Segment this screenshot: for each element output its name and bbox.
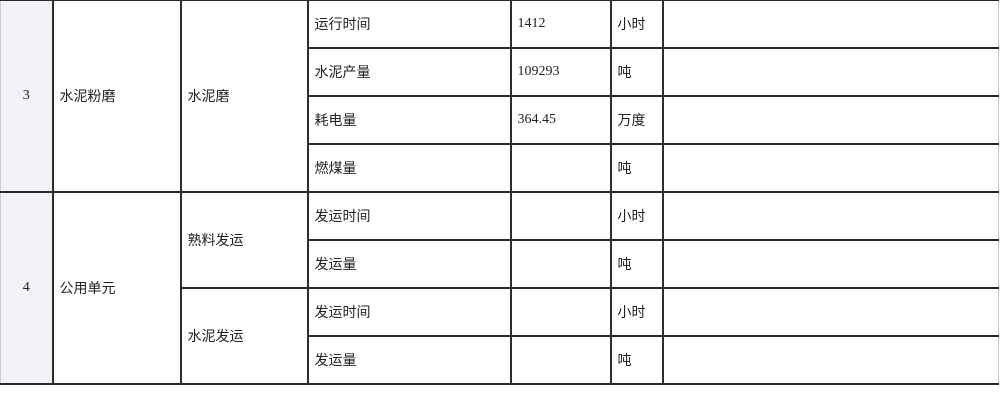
data-table: 3 水泥粉磨 水泥磨 运行时间 1412 小时 水泥产量 109293 吨 耗电… <box>0 0 999 385</box>
item-unit: 小时 <box>609 0 664 49</box>
item-unit: 吨 <box>609 335 664 385</box>
item-unit: 小时 <box>609 287 664 337</box>
item-note <box>661 95 999 145</box>
table-row: 发运量 吨 <box>1 335 999 385</box>
item-unit: 吨 <box>609 143 664 193</box>
item-name: 发运量 <box>306 239 512 289</box>
subgroup-name: 熟料发运 <box>179 191 309 289</box>
item-value: 109293 <box>509 47 612 97</box>
item-name: 发运时间 <box>306 287 512 337</box>
item-name: 发运量 <box>306 335 512 385</box>
item-note <box>661 287 999 337</box>
item-name: 发运时间 <box>306 191 512 241</box>
table-row: 耗电量 364.45 万度 <box>1 95 999 145</box>
item-name: 运行时间 <box>306 0 512 49</box>
table-row: 燃煤量 吨 <box>1 143 999 193</box>
item-value <box>509 239 612 289</box>
table-row: 水泥产量 109293 吨 <box>1 47 999 97</box>
item-unit: 小时 <box>609 191 664 241</box>
table-row: 发运量 吨 <box>1 239 999 289</box>
item-value <box>509 287 612 337</box>
item-value <box>509 143 612 193</box>
item-unit: 吨 <box>609 47 664 97</box>
row-index: 4 <box>0 191 54 385</box>
row-index: 3 <box>0 0 54 193</box>
section-name: 公用单元 <box>51 191 182 385</box>
item-unit: 吨 <box>609 239 664 289</box>
table-row: 3 水泥粉磨 水泥磨 运行时间 1412 小时 <box>0 0 999 193</box>
item-value: 364.45 <box>509 95 612 145</box>
item-name: 水泥产量 <box>306 47 512 97</box>
subgroup-name: 水泥磨 <box>179 0 309 193</box>
item-name: 燃煤量 <box>306 143 512 193</box>
item-note <box>661 143 999 193</box>
item-value <box>509 335 612 385</box>
item-note <box>661 239 999 289</box>
table-row: 水泥发运 发运时间 小时 <box>1 287 999 385</box>
item-unit: 万度 <box>609 95 664 145</box>
table-row: 4 公用单元 熟料发运 发运时间 小时 <box>0 191 999 385</box>
item-note <box>661 191 999 241</box>
item-note <box>661 47 999 97</box>
section-name: 水泥粉磨 <box>51 0 182 193</box>
item-note <box>661 0 999 49</box>
subgroup-name: 水泥发运 <box>179 287 309 385</box>
item-value <box>509 191 612 241</box>
item-note <box>661 335 999 385</box>
item-value: 1412 <box>509 0 612 49</box>
item-name: 耗电量 <box>306 95 512 145</box>
